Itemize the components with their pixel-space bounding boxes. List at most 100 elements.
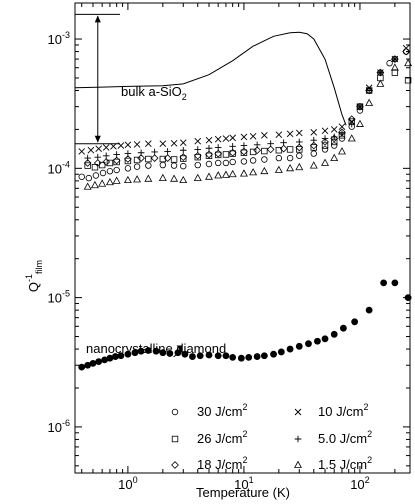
data-point [253,141,261,149]
data-point [240,158,248,165]
data-point [214,149,223,158]
data-point [179,139,187,146]
data-point [330,330,338,338]
data-point [214,352,222,360]
data-point [310,136,318,144]
data-point [376,68,385,77]
data-point [240,142,248,149]
data-point [339,324,347,332]
data-point [124,157,132,165]
series-5 [83,58,413,190]
data-point [106,159,114,167]
data-point [296,146,303,153]
legend-entry: 30 J/cm2 [171,402,248,419]
data-point [348,120,356,128]
data-point [245,353,253,361]
data-point [113,166,120,174]
data-point [229,158,236,166]
data-point [321,127,329,135]
data-markers [78,44,413,371]
range-arrow [75,13,120,145]
data-point [112,176,121,184]
data-point [239,169,248,177]
data-point [261,156,268,163]
data-point [214,159,222,167]
data-point [205,152,213,159]
data-point [240,149,248,156]
data-point [144,347,152,354]
data-point [305,340,312,348]
data-point [152,347,160,355]
data-point [279,144,288,153]
data-point [117,142,125,149]
data-point [222,135,230,142]
data-point [270,350,277,358]
x-tick-label: 100 [118,475,137,492]
data-point [296,152,303,159]
data-point [260,352,268,360]
data-point [137,154,145,162]
data-point [194,137,202,145]
data-point [229,134,236,142]
y-axis-title-sup: -1 [24,274,34,282]
data-point [330,133,338,141]
data-point [170,156,178,163]
data-point [113,158,120,166]
legend-label: 30 J/cm2 [197,402,248,419]
y-axis-title-sub: film [34,260,44,274]
legend-entry: 18 J/cm2 [171,455,248,472]
data-point [112,156,121,165]
data-point [205,351,213,359]
data-point [214,171,223,179]
data-point [249,168,258,176]
legend-marker [171,435,179,443]
data-point [194,153,201,161]
data-point [158,173,167,182]
data-point [275,131,283,139]
data-point [111,353,119,360]
data-point [310,144,317,151]
legend-entry: 1.5 J/cm2 [294,455,372,472]
data-point [376,79,385,87]
data-point [260,166,269,175]
data-point [221,170,230,178]
legend-entry: 26 J/cm2 [171,429,248,446]
data-point [377,69,384,76]
data-point [85,174,92,182]
data-point [92,172,100,179]
data-point [321,146,329,153]
y-tick-label: 10-4 [48,159,70,176]
data-point [310,128,318,136]
data-point [351,318,359,326]
data-point [205,144,213,152]
data-point [159,140,167,148]
data-point [101,356,109,364]
data-point [83,159,92,167]
data-point [338,130,346,138]
svg-text:Q-1film: Q-1film [24,260,44,292]
data-point [404,294,412,302]
data-point [78,363,86,371]
data-point [295,342,303,350]
data-point [314,337,321,345]
data-point [105,177,114,186]
data-point [84,361,92,369]
data-point [229,353,237,361]
data-point [321,335,329,343]
data-point [102,158,111,166]
data-point [275,154,283,162]
legend-label: 18 J/cm2 [197,455,248,472]
data-point [261,132,268,139]
data-point [330,134,339,143]
legend-label: 1.5 J/cm2 [318,455,372,472]
data-point [391,279,399,287]
range-arrow-head-bottom [94,135,101,143]
data-point [124,350,132,358]
data-point [321,135,329,142]
data-point [179,146,187,154]
data-point [102,152,110,160]
data-point [240,133,248,141]
data-point [253,353,261,360]
data-point [180,162,187,170]
x-tick-label: 102 [350,475,369,492]
